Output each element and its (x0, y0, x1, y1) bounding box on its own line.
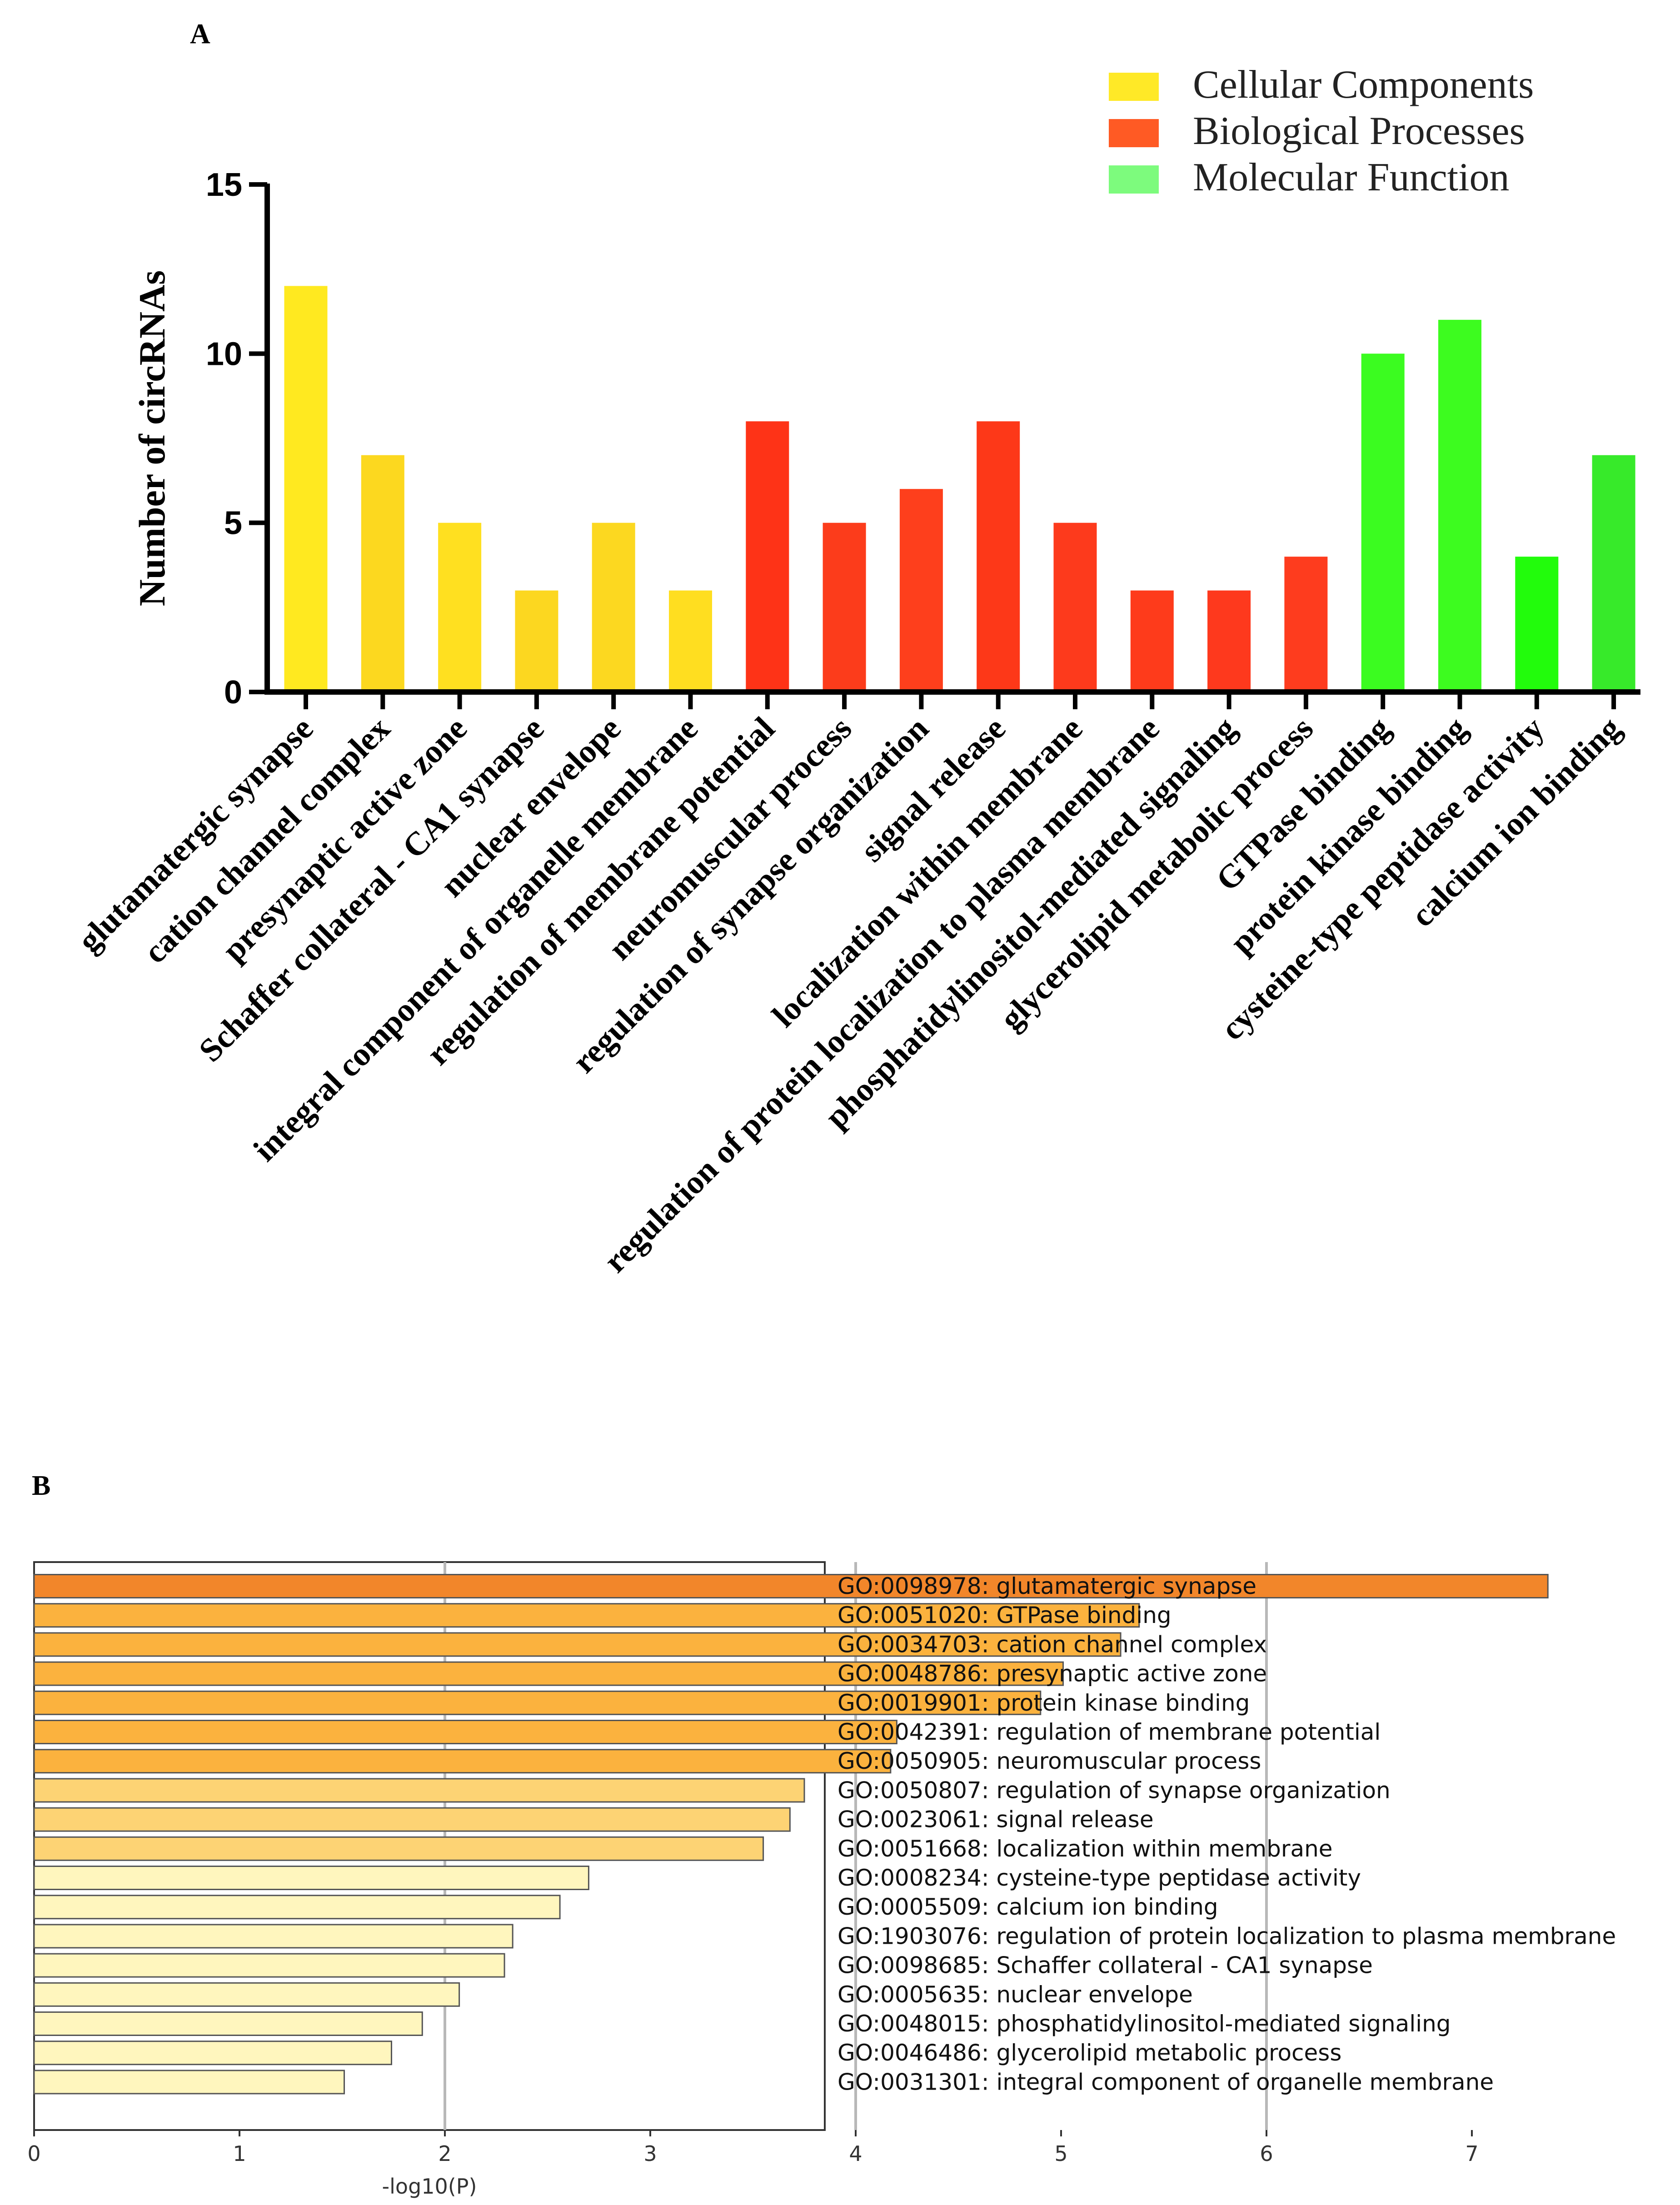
bar-6 (746, 421, 789, 692)
x-tick-label-b-3: 3 (643, 2141, 657, 2166)
x-axis-title-b: -log10(P) (382, 2174, 477, 2199)
legend-swatch-0 (1109, 73, 1159, 101)
go-term-label-0: GO:0098978: glutamatergic synapse (838, 1573, 1256, 1599)
hbar-2 (33, 1632, 1122, 1657)
hbar-13 (33, 1953, 505, 1978)
x-tick-label-b-5: 5 (1054, 2141, 1067, 2166)
hbar-5 (33, 1720, 897, 1744)
bar-11 (1130, 590, 1174, 692)
bar-17 (1592, 455, 1635, 692)
go-term-label-10: GO:0008234: cysteine-type peptidase acti… (838, 1865, 1361, 1891)
hbar-17 (33, 2070, 345, 2095)
hbar-1 (33, 1603, 1140, 1628)
go-term-label-8: GO:0023061: signal release (838, 1807, 1154, 1833)
go-term-label-5: GO:0042391: regulation of membrane poten… (838, 1719, 1381, 1745)
bar-8 (899, 489, 943, 692)
go-term-label-12: GO:1903076: regulation of protein locali… (838, 1923, 1616, 1949)
go-term-label-14: GO:0005635: nuclear envelope (838, 1981, 1193, 2008)
go-term-label-9: GO:0051668: localization within membrane (838, 1836, 1333, 1862)
bar-10 (1053, 523, 1097, 692)
panel-a-label: A (190, 19, 210, 50)
legend-label-2: Molecular Function (1193, 155, 1510, 199)
bar-9 (977, 421, 1020, 692)
hbar-10 (33, 1866, 589, 1890)
y-tick-label-0: 0 (224, 674, 242, 711)
y-tick-label-1: 5 (224, 505, 242, 542)
bar-13 (1284, 557, 1328, 692)
go-term-label-2: GO:0034703: cation channel complex (838, 1631, 1267, 1657)
y-tick-label-3: 15 (206, 167, 242, 203)
bar-3 (515, 590, 558, 692)
hbar-12 (33, 1924, 513, 1949)
x-tick-label-b-7: 7 (1465, 2141, 1478, 2166)
legend-swatch-2 (1109, 165, 1159, 194)
go-term-label-6: GO:0050905: neuromuscular process (838, 1748, 1261, 1774)
panel-b-label: B (32, 1470, 50, 1501)
go-term-label-4: GO:0019901: protein kinase binding (838, 1690, 1250, 1716)
x-tick-label-b-1: 1 (233, 2141, 246, 2166)
bar-14 (1361, 353, 1405, 692)
go-term-label-11: GO:0005509: calcium ion binding (838, 1894, 1218, 1920)
bar-2 (438, 523, 482, 692)
x-tick-label-b-2: 2 (438, 2141, 451, 2166)
hbar-4 (33, 1690, 1042, 1715)
legend-label-0: Cellular Components (1193, 63, 1534, 107)
bar-chart-panel-b: GO:0098978: glutamatergic synapse GO:0051… (27, 1561, 1616, 2199)
hbar-11 (33, 1895, 561, 1920)
hbar-7 (33, 1778, 805, 1803)
hbar-9 (33, 1836, 764, 1861)
bar-16 (1515, 557, 1559, 692)
bar-4 (592, 523, 635, 692)
bar-12 (1207, 590, 1251, 692)
x-tick-label-b-6: 6 (1260, 2141, 1273, 2166)
go-term-label-15: GO:0048015: phosphatidylinositol-mediate… (838, 2011, 1451, 2037)
hbar-14 (33, 1982, 460, 2007)
y-axis-title: Number of circRNAs (131, 270, 173, 606)
legend-label-1: Biological Processes (1193, 109, 1525, 153)
x-tick-label-b-4: 4 (849, 2141, 862, 2166)
go-term-label-3: GO:0048786: presynaptic active zone (838, 1661, 1267, 1687)
y-tick-label-2: 10 (206, 336, 242, 372)
hbar-8 (33, 1807, 791, 1832)
hbar-15 (33, 2011, 423, 2036)
go-term-label-13: GO:0098685: Schaffer collateral - CA1 sy… (838, 1952, 1373, 1979)
hbar-16 (33, 2041, 392, 2066)
x-tick-label-b-0: 0 (27, 2141, 40, 2166)
bar-1 (361, 455, 404, 692)
hbar-3 (33, 1661, 1064, 1686)
bar-15 (1438, 319, 1481, 692)
hbar-0 (33, 1574, 1549, 1598)
go-term-label-17: GO:0031301: integral component of organe… (838, 2069, 1494, 2095)
go-term-label-1: GO:0051020: GTPase binding (838, 1602, 1172, 1628)
bar-7 (823, 523, 866, 692)
bar-5 (669, 590, 712, 692)
legend-swatch-1 (1109, 119, 1159, 147)
go-term-label-7: GO:0050807: regulation of synapse organi… (838, 1777, 1391, 1803)
go-term-label-16: GO:0046486: glycerolipid metabolic proce… (838, 2040, 1341, 2066)
bar-0 (284, 286, 328, 692)
hbar-6 (33, 1749, 892, 1774)
